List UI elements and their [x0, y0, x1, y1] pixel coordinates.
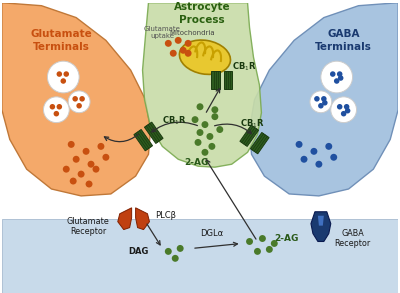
Text: 2-AG: 2-AG [184, 158, 208, 167]
Text: CB$_1$R: CB$_1$R [232, 61, 256, 73]
Circle shape [296, 141, 302, 148]
Text: 2-AG: 2-AG [274, 234, 299, 243]
Text: PLCβ: PLCβ [156, 211, 176, 220]
Circle shape [266, 246, 273, 253]
Circle shape [211, 106, 218, 113]
Circle shape [98, 143, 104, 150]
Circle shape [341, 111, 346, 116]
Text: DGLα: DGLα [200, 229, 224, 238]
Circle shape [325, 143, 332, 150]
Circle shape [246, 238, 253, 245]
Polygon shape [318, 216, 324, 226]
Polygon shape [311, 212, 331, 241]
Circle shape [202, 149, 208, 156]
Circle shape [300, 156, 308, 163]
Polygon shape [2, 219, 398, 293]
Ellipse shape [180, 40, 230, 74]
Circle shape [259, 235, 266, 242]
Polygon shape [142, 3, 262, 167]
Circle shape [321, 96, 327, 102]
Circle shape [56, 71, 62, 77]
Text: Astrocyte
Process: Astrocyte Process [174, 2, 230, 25]
Circle shape [165, 248, 172, 255]
Circle shape [56, 104, 62, 110]
Circle shape [331, 97, 356, 122]
Circle shape [44, 97, 69, 122]
Circle shape [310, 148, 317, 155]
Circle shape [337, 71, 342, 77]
Circle shape [337, 104, 342, 110]
Text: CB$_1$R: CB$_1$R [240, 117, 264, 130]
Circle shape [68, 91, 90, 113]
Circle shape [60, 78, 66, 84]
Circle shape [271, 240, 278, 247]
Circle shape [177, 245, 184, 252]
Circle shape [78, 171, 84, 178]
Polygon shape [250, 132, 269, 154]
Circle shape [254, 248, 261, 255]
Circle shape [92, 166, 100, 173]
Circle shape [54, 111, 59, 116]
Text: Mitochondria: Mitochondria [169, 30, 215, 36]
Polygon shape [136, 208, 150, 230]
Circle shape [170, 50, 177, 57]
Circle shape [79, 96, 85, 102]
Circle shape [102, 154, 109, 161]
Circle shape [76, 103, 82, 108]
Circle shape [196, 103, 204, 110]
Text: DAG: DAG [128, 247, 148, 256]
Circle shape [322, 100, 328, 105]
Circle shape [316, 161, 322, 168]
Circle shape [172, 255, 179, 262]
Circle shape [216, 126, 223, 133]
Polygon shape [224, 71, 232, 89]
Circle shape [63, 166, 70, 173]
Polygon shape [250, 3, 398, 196]
Circle shape [86, 180, 92, 188]
Circle shape [48, 61, 79, 93]
Text: Glutamate
Terminals: Glutamate Terminals [30, 29, 92, 52]
Circle shape [208, 143, 215, 150]
Circle shape [318, 103, 324, 108]
Text: GABA
Receptor: GABA Receptor [334, 229, 371, 248]
Circle shape [185, 40, 192, 47]
Polygon shape [212, 71, 220, 89]
Circle shape [194, 139, 202, 146]
Polygon shape [144, 122, 163, 144]
Circle shape [310, 91, 332, 113]
Circle shape [344, 104, 349, 110]
Circle shape [50, 104, 55, 110]
Circle shape [68, 141, 75, 148]
Polygon shape [2, 3, 150, 196]
Text: Glutamate
uptake: Glutamate uptake [144, 26, 181, 39]
Circle shape [202, 121, 208, 128]
Circle shape [330, 71, 336, 77]
Circle shape [70, 178, 77, 185]
Circle shape [73, 156, 80, 163]
Circle shape [334, 78, 340, 84]
Circle shape [330, 154, 337, 161]
Circle shape [185, 50, 192, 57]
Polygon shape [134, 130, 152, 151]
Circle shape [345, 108, 350, 113]
Text: Glutamate
Receptor: Glutamate Receptor [67, 217, 110, 236]
Circle shape [83, 148, 90, 155]
Circle shape [88, 161, 94, 168]
Circle shape [165, 40, 172, 47]
Circle shape [206, 133, 213, 140]
Circle shape [72, 96, 78, 102]
Polygon shape [240, 125, 258, 146]
Text: GABA
Terminals: GABA Terminals [315, 29, 372, 52]
Polygon shape [118, 208, 132, 230]
Circle shape [175, 37, 182, 44]
Circle shape [321, 61, 352, 93]
Circle shape [196, 129, 204, 136]
Circle shape [180, 47, 187, 54]
Circle shape [211, 113, 218, 120]
Text: CB$_1$R: CB$_1$R [162, 114, 187, 127]
Circle shape [338, 75, 344, 81]
Circle shape [314, 96, 320, 102]
Circle shape [64, 71, 69, 77]
Circle shape [192, 116, 198, 123]
